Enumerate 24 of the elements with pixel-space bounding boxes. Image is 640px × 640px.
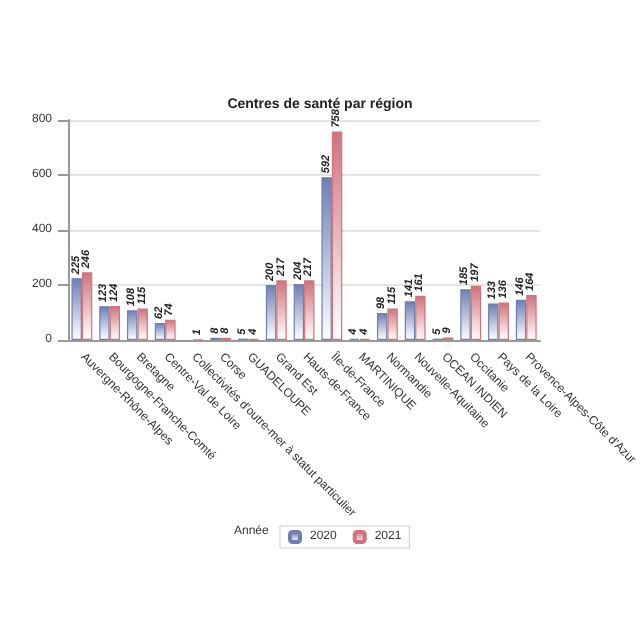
bar [404, 301, 416, 340]
bar [321, 177, 332, 340]
bar [81, 272, 93, 340]
bar [165, 319, 176, 340]
bar [387, 308, 398, 340]
bar [515, 299, 527, 340]
bar [293, 283, 305, 340]
bar [265, 285, 277, 340]
bar [137, 308, 148, 340]
bar [526, 294, 537, 340]
bar [99, 306, 110, 340]
bar [331, 131, 343, 340]
bar [71, 278, 82, 340]
bar [488, 303, 499, 340]
bar [498, 302, 509, 340]
bar [127, 310, 138, 340]
bar [460, 289, 471, 340]
bar [304, 280, 315, 340]
bar [276, 280, 287, 340]
bar [109, 305, 121, 340]
bar [376, 313, 388, 340]
bar [470, 285, 482, 340]
bar [415, 295, 426, 340]
bar [154, 322, 166, 340]
